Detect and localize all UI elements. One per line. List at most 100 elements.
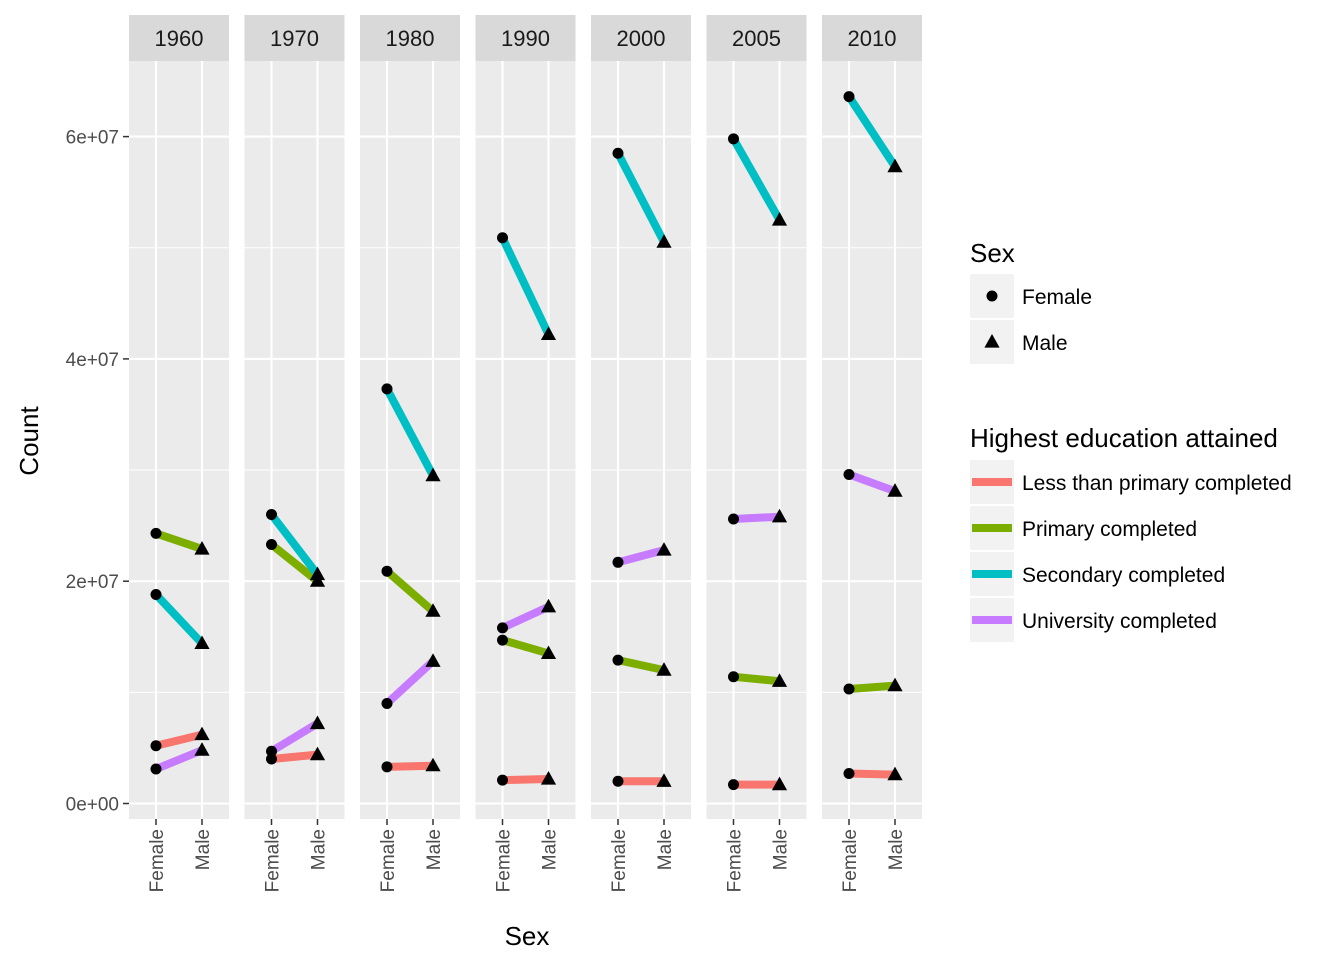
facet-1960: 1960 Female Male <box>129 15 229 892</box>
facet-2010: 2010 Female Male <box>822 15 922 892</box>
series-line <box>616 546 666 567</box>
x-tick-label: Male <box>771 829 792 870</box>
series-line <box>154 746 204 773</box>
series-line <box>498 236 553 337</box>
female-point <box>728 779 739 791</box>
series-line <box>501 636 550 658</box>
y-axis: 0e+00 2e+07 4e+07 6e+07 <box>66 128 129 816</box>
x-tick-label: Male <box>655 829 676 870</box>
legend-label: University completed <box>1022 610 1217 633</box>
color-swatch-icon <box>972 478 1012 486</box>
series-line <box>614 151 668 245</box>
female-point <box>728 133 739 145</box>
male-point <box>887 483 903 497</box>
male-point <box>425 603 441 617</box>
x-tick-label: Female <box>725 829 746 892</box>
legend-label: Male <box>1022 332 1068 355</box>
facet-label: 1990 <box>501 26 550 51</box>
legend-sex: Sex Female Male <box>970 238 1092 364</box>
legends: Sex Female Male Highest education attained L… <box>970 238 1292 642</box>
series-line <box>848 769 896 779</box>
female-point <box>728 513 739 525</box>
female-point <box>612 556 624 568</box>
series-line <box>154 529 204 553</box>
x-axis-title: Sex <box>505 921 550 951</box>
male-point <box>309 746 326 761</box>
series-line <box>502 775 549 785</box>
male-point <box>656 234 672 248</box>
panel-background <box>244 61 345 819</box>
series-line <box>847 470 897 495</box>
male-point <box>540 771 557 785</box>
series-line <box>384 568 436 615</box>
series-line <box>733 672 780 686</box>
facet-2005: 2005 Female Male <box>706 15 807 892</box>
panel-background <box>475 61 576 819</box>
male-point <box>194 726 210 741</box>
facet-2000: 2000 Female Male <box>591 15 691 892</box>
facet-strip <box>822 15 922 61</box>
x-tick-label: Female <box>609 829 630 892</box>
male-point <box>771 673 788 687</box>
facet-label: 2010 <box>848 26 897 51</box>
legend-label: Less than primary completed <box>1022 472 1292 495</box>
male-point <box>887 766 903 781</box>
male-point <box>656 662 672 676</box>
male-point <box>771 211 788 226</box>
series-line <box>500 603 551 632</box>
female-point <box>266 745 277 757</box>
y-axis-title: Count <box>14 406 44 476</box>
male-point <box>194 540 210 555</box>
female-point <box>612 147 624 159</box>
color-swatch-icon <box>972 524 1012 532</box>
facet-strip <box>591 15 691 61</box>
female-point <box>497 634 508 646</box>
female-point <box>381 565 393 577</box>
series-line <box>733 512 780 523</box>
facet-strip <box>706 15 807 61</box>
female-point <box>497 232 508 244</box>
facet-panels: 1960 Female Male 1970 Female Male 1980 Female Ma… <box>129 15 922 892</box>
x-tick-label: Male <box>309 829 330 870</box>
series-line <box>153 591 205 647</box>
male-point <box>425 467 441 482</box>
series-line <box>384 658 436 707</box>
panel-background <box>591 61 691 819</box>
series-line <box>268 512 321 577</box>
x-tick-label: Male <box>424 829 445 870</box>
facet-strip <box>244 15 345 61</box>
female-point <box>612 654 624 666</box>
series-line <box>848 681 896 694</box>
female-point <box>381 383 393 395</box>
panel-background <box>822 61 922 819</box>
x-tick-label: Female <box>494 829 515 892</box>
female-point <box>728 671 739 683</box>
facet-strip <box>360 15 460 61</box>
series-line <box>730 136 783 222</box>
male-point <box>425 757 441 772</box>
series-line <box>269 541 320 585</box>
female-point <box>497 622 508 634</box>
female-point <box>843 91 855 103</box>
male-point <box>771 508 788 523</box>
series-line <box>617 656 665 675</box>
series-line <box>845 94 899 169</box>
series-line <box>271 750 318 764</box>
series-line <box>386 761 434 771</box>
male-point <box>194 635 210 650</box>
female-point <box>150 527 162 539</box>
panel-background <box>129 61 229 819</box>
male-point <box>309 566 326 581</box>
facet-label: 1960 <box>155 26 204 51</box>
color-swatch-icon <box>972 616 1012 624</box>
female-point <box>843 767 855 779</box>
color-swatch-icon <box>972 570 1012 578</box>
y-tick-label: 4e+07 <box>66 350 119 371</box>
facet-label: 2000 <box>617 26 666 51</box>
male-point <box>540 645 557 660</box>
y-tick-label: 6e+07 <box>66 128 119 149</box>
female-point <box>150 740 162 752</box>
circle-marker-icon <box>986 290 998 302</box>
female-point <box>150 763 162 775</box>
